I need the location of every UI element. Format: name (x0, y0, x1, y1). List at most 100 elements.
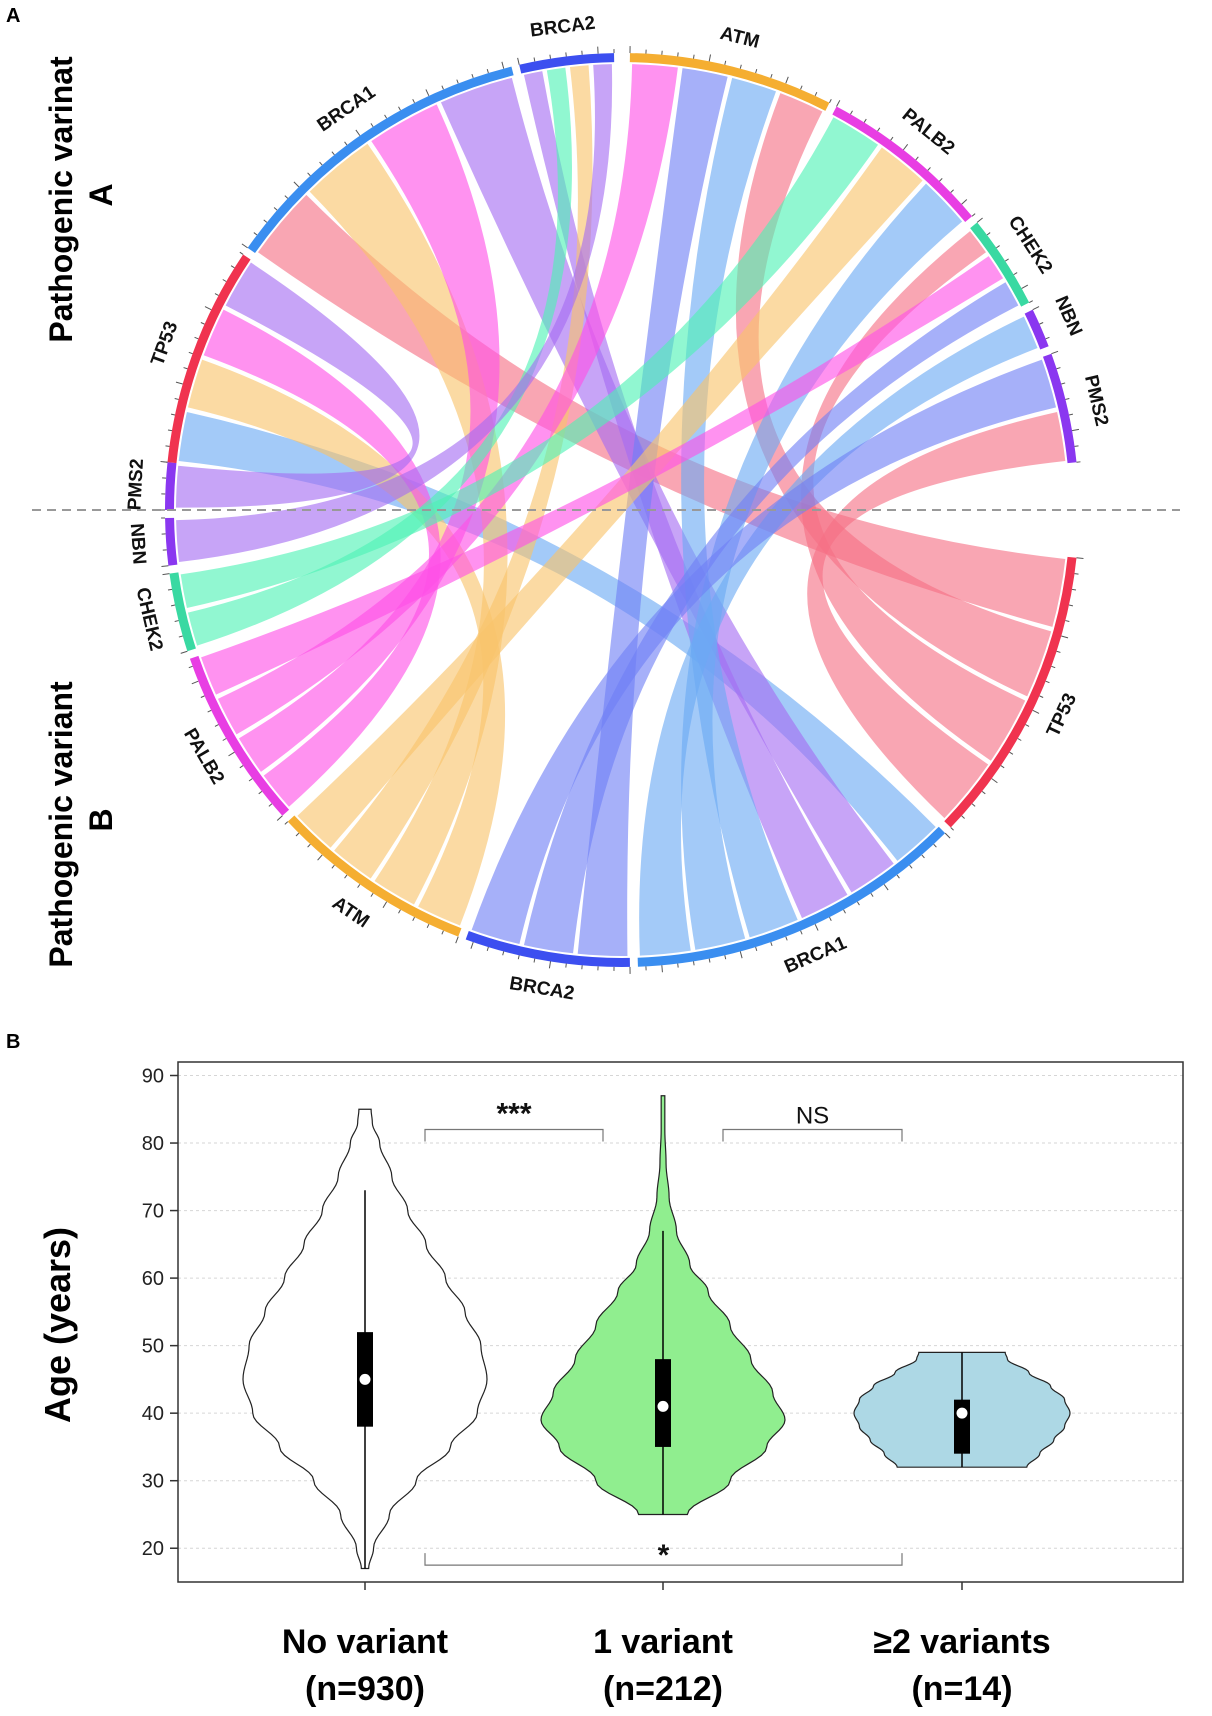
sector-tick (1005, 258, 1009, 262)
gene-label-b-palb2: PALB2 (179, 725, 228, 788)
sector-tick (533, 958, 536, 963)
sector-tick (548, 961, 552, 969)
sector-tick (1051, 350, 1059, 355)
median-dot-2 (956, 1407, 968, 1419)
sector-tick (214, 724, 219, 727)
sector-tick (950, 827, 954, 831)
ribbon-atm-to-tp53 (735, 93, 1052, 697)
sector-tick (517, 955, 520, 960)
group-a-title-line2: A (83, 183, 119, 206)
sector-tick (1032, 709, 1040, 714)
sector-tick (692, 961, 695, 966)
ribbon-atm-to-palb2 (217, 64, 678, 735)
gene-label-b-tp53: TP53 (1043, 690, 1081, 740)
sector-a-palb2 (832, 106, 973, 223)
sector-tick (222, 279, 227, 282)
sector-tick (1028, 300, 1033, 303)
sector-tick (331, 151, 335, 156)
y-axis: 20 30 40 50 60 70 80 90 (142, 1066, 178, 1560)
sector-tick (241, 243, 248, 249)
ribbon-palb2-to-brca1 (681, 183, 963, 950)
sector-a-tp53 (167, 254, 251, 464)
sector-tick (167, 429, 173, 432)
sector-tick (276, 815, 283, 821)
sector-tick (183, 367, 188, 370)
sector-tick (307, 843, 311, 848)
sector-tick (843, 909, 846, 914)
sector-tick (317, 854, 323, 861)
sector-tick (800, 85, 803, 90)
sector-tick (1074, 573, 1079, 575)
sector-tick (517, 57, 520, 65)
sector-tick (961, 815, 965, 819)
ribbon-brca2-to-atm (334, 65, 593, 879)
sector-tick (785, 936, 788, 941)
sector-tick (971, 803, 976, 807)
gene-label-a-nbn: NBN (1050, 293, 1086, 339)
sector-tick (486, 946, 489, 952)
sector-b-chek2 (169, 572, 196, 652)
sig-label-0: *** (496, 1098, 531, 1131)
sector-tick (455, 936, 459, 944)
sig-bracket-1 (722, 1128, 903, 1142)
sector-tick (890, 136, 894, 141)
sector-tick (1017, 738, 1022, 741)
sector-tick (412, 99, 415, 104)
sector-b-brca2 (465, 930, 630, 968)
sector-tick (307, 172, 311, 177)
median-dot-1 (657, 1400, 669, 1412)
gene-label-b-brca2: BRCA2 (508, 973, 576, 1005)
x-label-2: ≥2 variants (873, 1623, 1050, 1661)
sector-tick (1039, 695, 1044, 698)
ribbon-tp53-to-pms2 (176, 262, 420, 508)
panel-b-letter: B (6, 1031, 20, 1053)
gene-label-a-pms2: PMS2 (1080, 373, 1112, 428)
sector-tick (161, 565, 169, 568)
sector-tick (836, 100, 841, 107)
sector-tick (533, 57, 536, 62)
sector-tick (708, 958, 711, 963)
sector-tick (692, 54, 695, 59)
sector-tick (755, 68, 758, 74)
sector-tick (412, 916, 415, 921)
sector-tick (319, 161, 323, 166)
sector-tick (939, 178, 943, 182)
sector-tick (961, 199, 968, 205)
sector-tick (295, 832, 300, 837)
sector-tick (1032, 306, 1040, 311)
sector-a-nbn (1024, 309, 1049, 350)
sig-bracket-2 (424, 1553, 903, 1566)
sector-tick (200, 322, 205, 325)
sector-tick (1056, 650, 1061, 653)
chord-arcs (158, 46, 1084, 974)
sector-tick (174, 397, 179, 400)
sector-tick (426, 923, 430, 929)
sector-tick (915, 156, 919, 161)
group-a-title: Pathogenic varinat A (43, 47, 119, 342)
sector-tick (785, 76, 789, 84)
sector-tick (909, 864, 913, 869)
sector-tick (382, 901, 388, 908)
gene-label-a-brca2: BRCA2 (529, 13, 597, 42)
x-n-label-2: (n=14) (911, 1670, 1012, 1708)
sector-tick (174, 620, 179, 623)
ribbon-nbn-to-brca1 (639, 316, 1038, 956)
sector-tick (456, 79, 459, 84)
sector-a-chek2 (970, 222, 1030, 307)
x-label-0: No variant (282, 1623, 448, 1661)
y-tick-label: 40 (142, 1403, 164, 1425)
sector-tick (1039, 322, 1044, 325)
gene-label-b-atm: ATM (328, 893, 373, 933)
sector-tick (1000, 765, 1005, 769)
sector-tick (268, 803, 273, 807)
sector-tick (724, 955, 727, 960)
sector-tick (829, 916, 832, 921)
sig-label-1: NS (796, 1103, 829, 1130)
sector-tick (501, 61, 505, 69)
sector-tick (933, 843, 937, 848)
x-n-label-0: (n=930) (305, 1670, 425, 1708)
sector-tick (170, 604, 176, 607)
sector-tick (441, 85, 444, 90)
gene-label-a-brca1: BRCA1 (314, 82, 380, 137)
x-label-1: 1 variant (593, 1623, 733, 1661)
